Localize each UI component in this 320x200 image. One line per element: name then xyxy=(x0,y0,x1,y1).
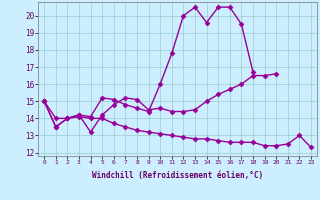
X-axis label: Windchill (Refroidissement éolien,°C): Windchill (Refroidissement éolien,°C) xyxy=(92,171,263,180)
